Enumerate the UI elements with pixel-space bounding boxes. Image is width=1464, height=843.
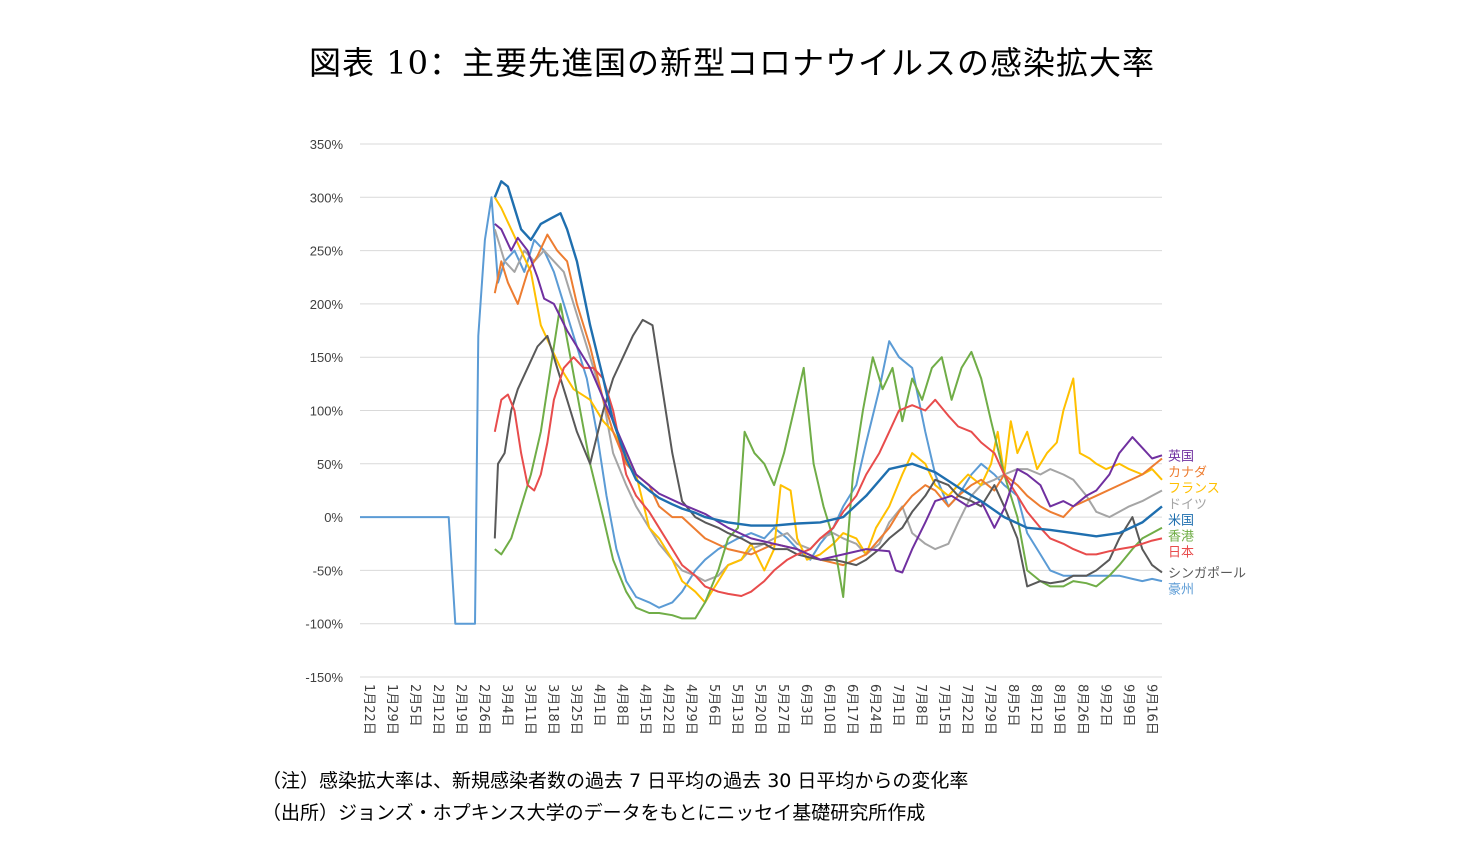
x-axis-ticks: 1月22日 1月29日 2月5日 2月12日 2月19日 2月26日 3月4日 3月11日 3月… [361, 684, 1158, 735]
x-tick-label: 8月12日 [1028, 684, 1043, 735]
x-tick-label: 4月29日 [683, 684, 698, 735]
x-tick-label: 6月17日 [844, 684, 859, 735]
y-tick-label: 350% [310, 137, 344, 152]
x-tick-label: 3月4日 [499, 684, 514, 727]
series-label: 香港 [1168, 529, 1194, 544]
y-tick-label: 200% [310, 297, 344, 312]
y-tick-label: 150% [310, 350, 344, 365]
series-label: ドイツ [1168, 497, 1207, 512]
x-tick-label: 8月19日 [1051, 684, 1066, 735]
x-tick-label: 4月15日 [637, 684, 652, 735]
x-tick-label: 9月16日 [1143, 684, 1158, 735]
series-label: 米国 [1168, 513, 1194, 528]
series-label: フランス [1168, 481, 1220, 496]
x-tick-label: 6月3日 [798, 684, 813, 727]
y-tick-label: -100% [305, 617, 343, 632]
series-line [360, 196, 1163, 625]
x-tick-label: 4月8日 [614, 684, 629, 727]
series-line [493, 196, 1163, 604]
x-tick-label: 9月9日 [1120, 684, 1135, 727]
x-tick-label: 2月19日 [453, 684, 468, 735]
y-tick-label: 50% [317, 457, 343, 472]
chart-source: （出所）ジョンズ・ホプキンス大学のデータをもとにニッセイ基礎研究所作成 [262, 802, 926, 824]
x-tick-label: 3月11日 [522, 684, 537, 735]
y-tick-label: -50% [313, 563, 344, 578]
series-line [494, 302, 1163, 620]
gridlines [360, 143, 1162, 678]
y-tick-label: 250% [310, 244, 344, 259]
x-tick-label: 1月29日 [384, 684, 399, 735]
y-tick-label: 0% [324, 510, 343, 525]
series-line [494, 223, 1163, 574]
series-label: 豪州 [1168, 582, 1194, 598]
x-tick-label: 6月10日 [821, 684, 836, 735]
series-line [493, 233, 1163, 567]
y-tick-label: 300% [310, 190, 344, 205]
x-tick-label: 7月1日 [890, 684, 905, 727]
series-line [493, 229, 1163, 583]
y-tick-label: 100% [310, 404, 344, 419]
series-label: 日本 [1168, 545, 1194, 560]
chart-title: 図表 10：主要先進国の新型コロナウイルスの感染拡大率 [309, 44, 1155, 82]
series-lines [360, 180, 1163, 625]
x-tick-label: 2月5日 [407, 684, 422, 727]
x-tick-label: 5月6日 [706, 684, 721, 727]
x-tick-label: 7月22日 [959, 684, 974, 735]
x-tick-label: 6月24日 [867, 684, 882, 735]
x-tick-label: 8月26日 [1074, 684, 1089, 735]
x-tick-label: 7月15日 [936, 684, 951, 735]
x-tick-label: 1月22日 [361, 684, 376, 735]
x-tick-label: 5月27日 [775, 684, 790, 735]
series-line [493, 180, 1163, 538]
x-tick-label: 5月20日 [752, 684, 767, 735]
x-tick-label: 4月1日 [591, 684, 606, 727]
y-axis-ticks: 350% 300% 250% 200% 150% 100% 50% 0% -50% -100% -1… [305, 137, 343, 685]
x-tick-label: 7月29日 [982, 684, 997, 735]
series-label: 英国 [1168, 449, 1194, 464]
series-label: シンガポール [1168, 567, 1246, 582]
chart-note: （注）感染拡大率は、新規感染者数の過去 7 日平均の過去 30 日平均からの変化… [262, 770, 969, 792]
x-tick-label: 4月22日 [660, 684, 675, 735]
x-tick-label: 3月25日 [568, 684, 583, 735]
x-tick-label: 2月12日 [430, 684, 445, 735]
series-label: カナダ [1168, 465, 1207, 480]
series-line [493, 318, 1163, 588]
x-tick-label: 3月18日 [545, 684, 560, 735]
x-tick-label: 2月26日 [476, 684, 491, 735]
y-tick-label: -150% [305, 670, 343, 685]
x-tick-label: 7月8日 [913, 684, 928, 727]
x-tick-label: 9月2日 [1097, 684, 1112, 727]
x-tick-label: 5月13日 [729, 684, 744, 735]
x-tick-label: 8月5日 [1005, 684, 1020, 727]
